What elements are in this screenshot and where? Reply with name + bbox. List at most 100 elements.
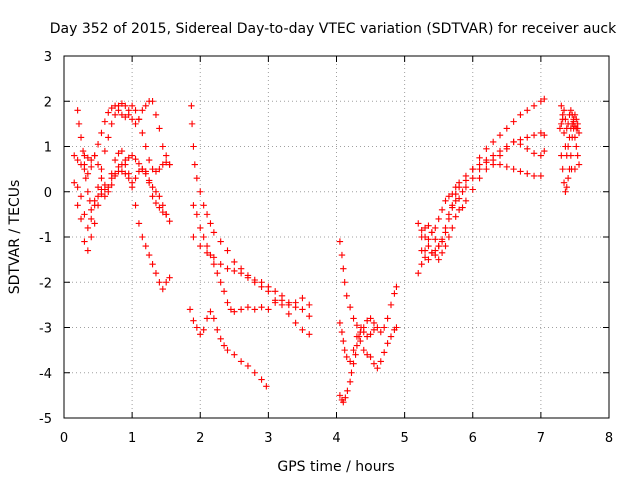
data-point xyxy=(156,204,163,211)
data-point xyxy=(237,358,245,365)
data-point xyxy=(353,322,361,329)
data-series-17 xyxy=(558,102,583,173)
data-point xyxy=(415,220,422,227)
data-point xyxy=(341,346,348,354)
data-point xyxy=(418,227,425,234)
data-point xyxy=(217,238,224,245)
data-point xyxy=(142,168,149,175)
data-point xyxy=(231,308,238,315)
y-tick-label: -5 xyxy=(39,412,52,427)
data-point xyxy=(84,154,92,162)
data-series-11 xyxy=(336,319,400,372)
data-point xyxy=(476,161,483,168)
data-point xyxy=(537,152,545,159)
data-point xyxy=(77,193,85,200)
data-point xyxy=(108,104,115,112)
data-series-3 xyxy=(71,98,173,232)
data-point xyxy=(166,274,173,281)
data-point xyxy=(575,129,583,137)
data-point xyxy=(573,125,580,132)
data-point xyxy=(244,303,252,311)
data-point xyxy=(118,168,126,175)
data-point xyxy=(438,206,446,214)
data-point xyxy=(200,202,207,209)
data-point xyxy=(299,326,306,333)
data-point xyxy=(145,156,153,164)
data-point xyxy=(415,270,422,277)
data-point xyxy=(214,270,221,277)
data-point xyxy=(82,174,89,182)
data-point xyxy=(370,326,378,333)
data-point xyxy=(74,107,81,114)
data-series-14 xyxy=(415,129,548,257)
data-point xyxy=(139,107,146,114)
data-point xyxy=(306,331,313,338)
data-point xyxy=(306,312,313,320)
data-point xyxy=(142,143,149,150)
data-point xyxy=(84,170,92,177)
data-series-19 xyxy=(556,107,581,132)
data-point xyxy=(244,362,252,370)
data-point xyxy=(338,328,346,336)
data-series-10 xyxy=(336,238,400,336)
data-point xyxy=(476,154,483,162)
data-point xyxy=(455,179,463,186)
data-point xyxy=(449,190,456,198)
data-point xyxy=(340,398,347,406)
data-point xyxy=(94,184,102,191)
data-point xyxy=(203,211,211,218)
data-point xyxy=(118,147,126,155)
data-point xyxy=(292,319,299,327)
data-series-8 xyxy=(190,233,313,338)
data-point xyxy=(217,279,224,286)
data-point xyxy=(159,208,166,216)
data-point xyxy=(452,213,459,220)
data-point xyxy=(128,179,136,186)
data-point xyxy=(438,236,446,243)
data-point xyxy=(353,342,361,349)
data-point xyxy=(462,172,470,180)
data-point xyxy=(224,299,231,306)
data-point xyxy=(483,159,490,166)
data-point xyxy=(462,184,470,191)
data-point xyxy=(135,168,143,175)
data-point xyxy=(118,100,126,107)
data-point xyxy=(357,324,365,331)
data-point xyxy=(452,197,459,204)
data-point xyxy=(111,156,119,164)
data-point xyxy=(391,290,398,297)
data-point xyxy=(452,184,459,191)
data-point xyxy=(449,224,456,232)
data-point xyxy=(510,118,517,125)
data-point xyxy=(132,107,139,114)
data-point xyxy=(224,346,231,354)
data-point xyxy=(425,242,432,250)
y-tick-label: -1 xyxy=(39,231,52,246)
data-point xyxy=(91,197,98,204)
data-point xyxy=(341,279,348,286)
data-point xyxy=(442,197,449,204)
data-point xyxy=(231,258,238,266)
data-point xyxy=(350,315,357,322)
data-point xyxy=(101,193,109,200)
x-tick-label: 8 xyxy=(605,431,613,446)
data-point xyxy=(75,120,83,128)
data-point xyxy=(197,331,204,338)
data-point xyxy=(425,236,432,243)
data-point xyxy=(350,346,357,354)
x-tick-label: 1 xyxy=(128,431,136,446)
data-point xyxy=(425,256,432,263)
data-point xyxy=(346,303,354,311)
data-point xyxy=(152,270,160,277)
data-point xyxy=(496,161,504,168)
data-point xyxy=(77,161,85,168)
data-point xyxy=(380,349,388,356)
data-point xyxy=(537,172,545,180)
data-point xyxy=(94,141,102,148)
data-point xyxy=(258,303,265,311)
data-point xyxy=(159,202,166,209)
data-point xyxy=(135,160,143,167)
data-point xyxy=(263,383,270,390)
data-point xyxy=(84,224,92,232)
